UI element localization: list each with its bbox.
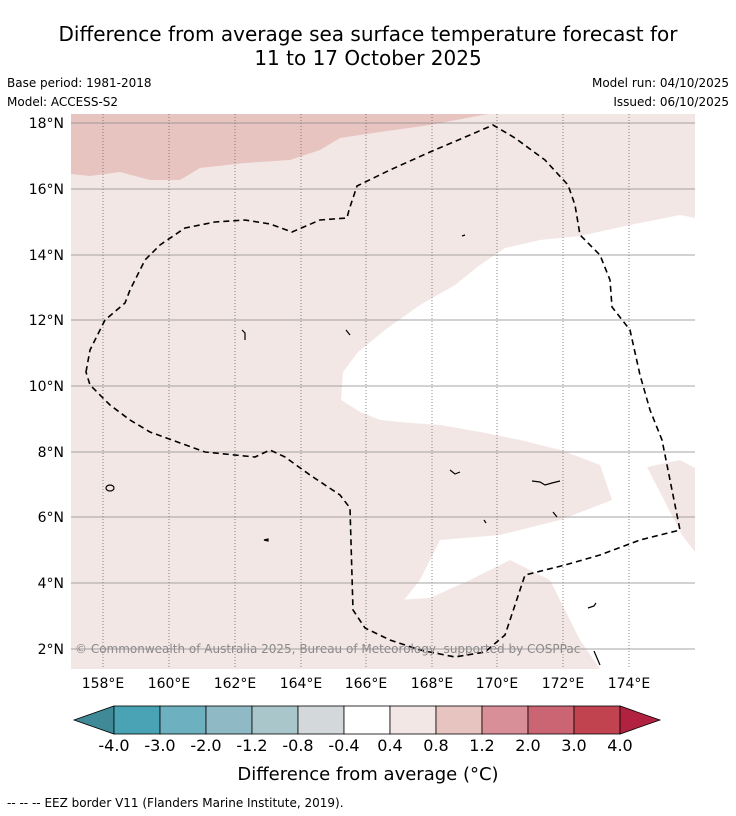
lon-axis: 158°E 160°E 162°E 164°E 166°E 168°E 170°… xyxy=(82,676,651,692)
lon-tick: 158°E xyxy=(82,676,125,692)
lon-tick: 162°E xyxy=(214,676,257,692)
base-period: Base period: 1981-2018 xyxy=(7,76,152,90)
colorbar-tick-label: 2.0 xyxy=(515,736,540,755)
colorbar-tick-label: 0.8 xyxy=(423,736,448,755)
near-normal-region-south xyxy=(372,500,695,669)
colorbar-tick-label: -0.4 xyxy=(328,736,359,755)
colorbar-title: Difference from average (°C) xyxy=(237,764,498,785)
colorbar-tick-label: 1.2 xyxy=(469,736,494,755)
colorbar-extend-low xyxy=(72,705,115,735)
colorbar-swatch xyxy=(527,705,575,735)
title-line-2: 11 to 17 October 2025 xyxy=(254,46,482,70)
colorbar-swatch xyxy=(481,705,529,735)
lon-tick: 172°E xyxy=(542,676,585,692)
lon-tick: 166°E xyxy=(345,676,388,692)
colorbar-extend-high xyxy=(619,705,662,735)
eez-legend-text: EEZ border V11 (Flanders Marine Institut… xyxy=(44,796,344,810)
anomaly-region-warm xyxy=(71,114,488,180)
lat-tick: 18°N xyxy=(29,116,64,132)
lat-tick: 8°N xyxy=(38,445,64,461)
meta-left: Base period: 1981-2018 Model: ACCESS-S2 xyxy=(7,74,152,112)
copyright-text: © Commonwealth of Australia 2025, Bureau… xyxy=(75,642,580,656)
meta-right: Model run: 04/10/2025 Issued: 06/10/2025 xyxy=(592,74,729,112)
lat-tick: 6°N xyxy=(38,510,64,526)
lon-tick: 170°E xyxy=(476,676,519,692)
colorbar-tick-label: -4.0 xyxy=(98,736,129,755)
colorbar: -4.0 -3.0 -2.0 -1.2 -0.8 -0.4 0.4 0.8 1.2 2.0 3.0 4… xyxy=(72,705,662,755)
model-name: Model: ACCESS-S2 xyxy=(7,95,119,109)
anomaly-region-light-east xyxy=(647,460,695,552)
colorbar-swatch xyxy=(159,705,207,735)
lon-tick: 168°E xyxy=(411,676,454,692)
colorbar-swatch xyxy=(343,705,391,735)
colorbar-swatch xyxy=(251,705,299,735)
chart-title: Difference from average sea surface temp… xyxy=(0,22,736,70)
colorbar-tick-label: 4.0 xyxy=(607,736,632,755)
title-line-1: Difference from average sea surface temp… xyxy=(58,22,678,46)
islands xyxy=(105,234,601,666)
lat-tick: 12°N xyxy=(29,313,64,329)
colorbar-tick-label: -1.2 xyxy=(236,736,267,755)
lat-tick: 14°N xyxy=(29,248,64,264)
lat-tick: 10°N xyxy=(29,379,64,395)
colorbar-swatch xyxy=(297,705,345,735)
issued-date: Issued: 06/10/2025 xyxy=(613,95,729,109)
gridlines-lat xyxy=(71,122,695,650)
colorbar-swatch xyxy=(389,705,437,735)
lat-tick: 16°N xyxy=(29,182,64,198)
lat-tick: 2°N xyxy=(38,642,64,658)
colorbar-swatch xyxy=(435,705,483,735)
eez-legend-marker: -- -- -- xyxy=(7,796,41,810)
lon-tick: 164°E xyxy=(280,676,323,692)
map-area: © Commonwealth of Australia 2025, Bureau… xyxy=(71,114,695,669)
colorbar-tick-label: -2.0 xyxy=(190,736,221,755)
eez-border xyxy=(85,124,681,658)
eez-legend: -- -- -- EEZ border V11 (Flanders Marine… xyxy=(7,796,344,810)
colorbar-tick-label: 0.4 xyxy=(377,736,402,755)
colorbar-swatch xyxy=(205,705,253,735)
colorbar-swatch xyxy=(113,705,161,735)
colorbar-tick-label: 3.0 xyxy=(561,736,586,755)
colorbar-tick-label: -0.8 xyxy=(282,736,313,755)
lat-axis: 18°N 16°N 14°N 12°N 10°N 8°N 6°N 4°N 2°N xyxy=(29,116,64,658)
gridlines xyxy=(102,114,630,669)
anomaly-region-light-middle xyxy=(71,114,612,669)
model-run: Model run: 04/10/2025 xyxy=(591,76,729,90)
colorbar-tick-label: -3.0 xyxy=(144,736,175,755)
colorbar-swatch xyxy=(573,705,621,735)
lon-tick: 160°E xyxy=(148,676,191,692)
lat-tick: 4°N xyxy=(38,576,64,592)
lon-tick: 174°E xyxy=(608,676,651,692)
